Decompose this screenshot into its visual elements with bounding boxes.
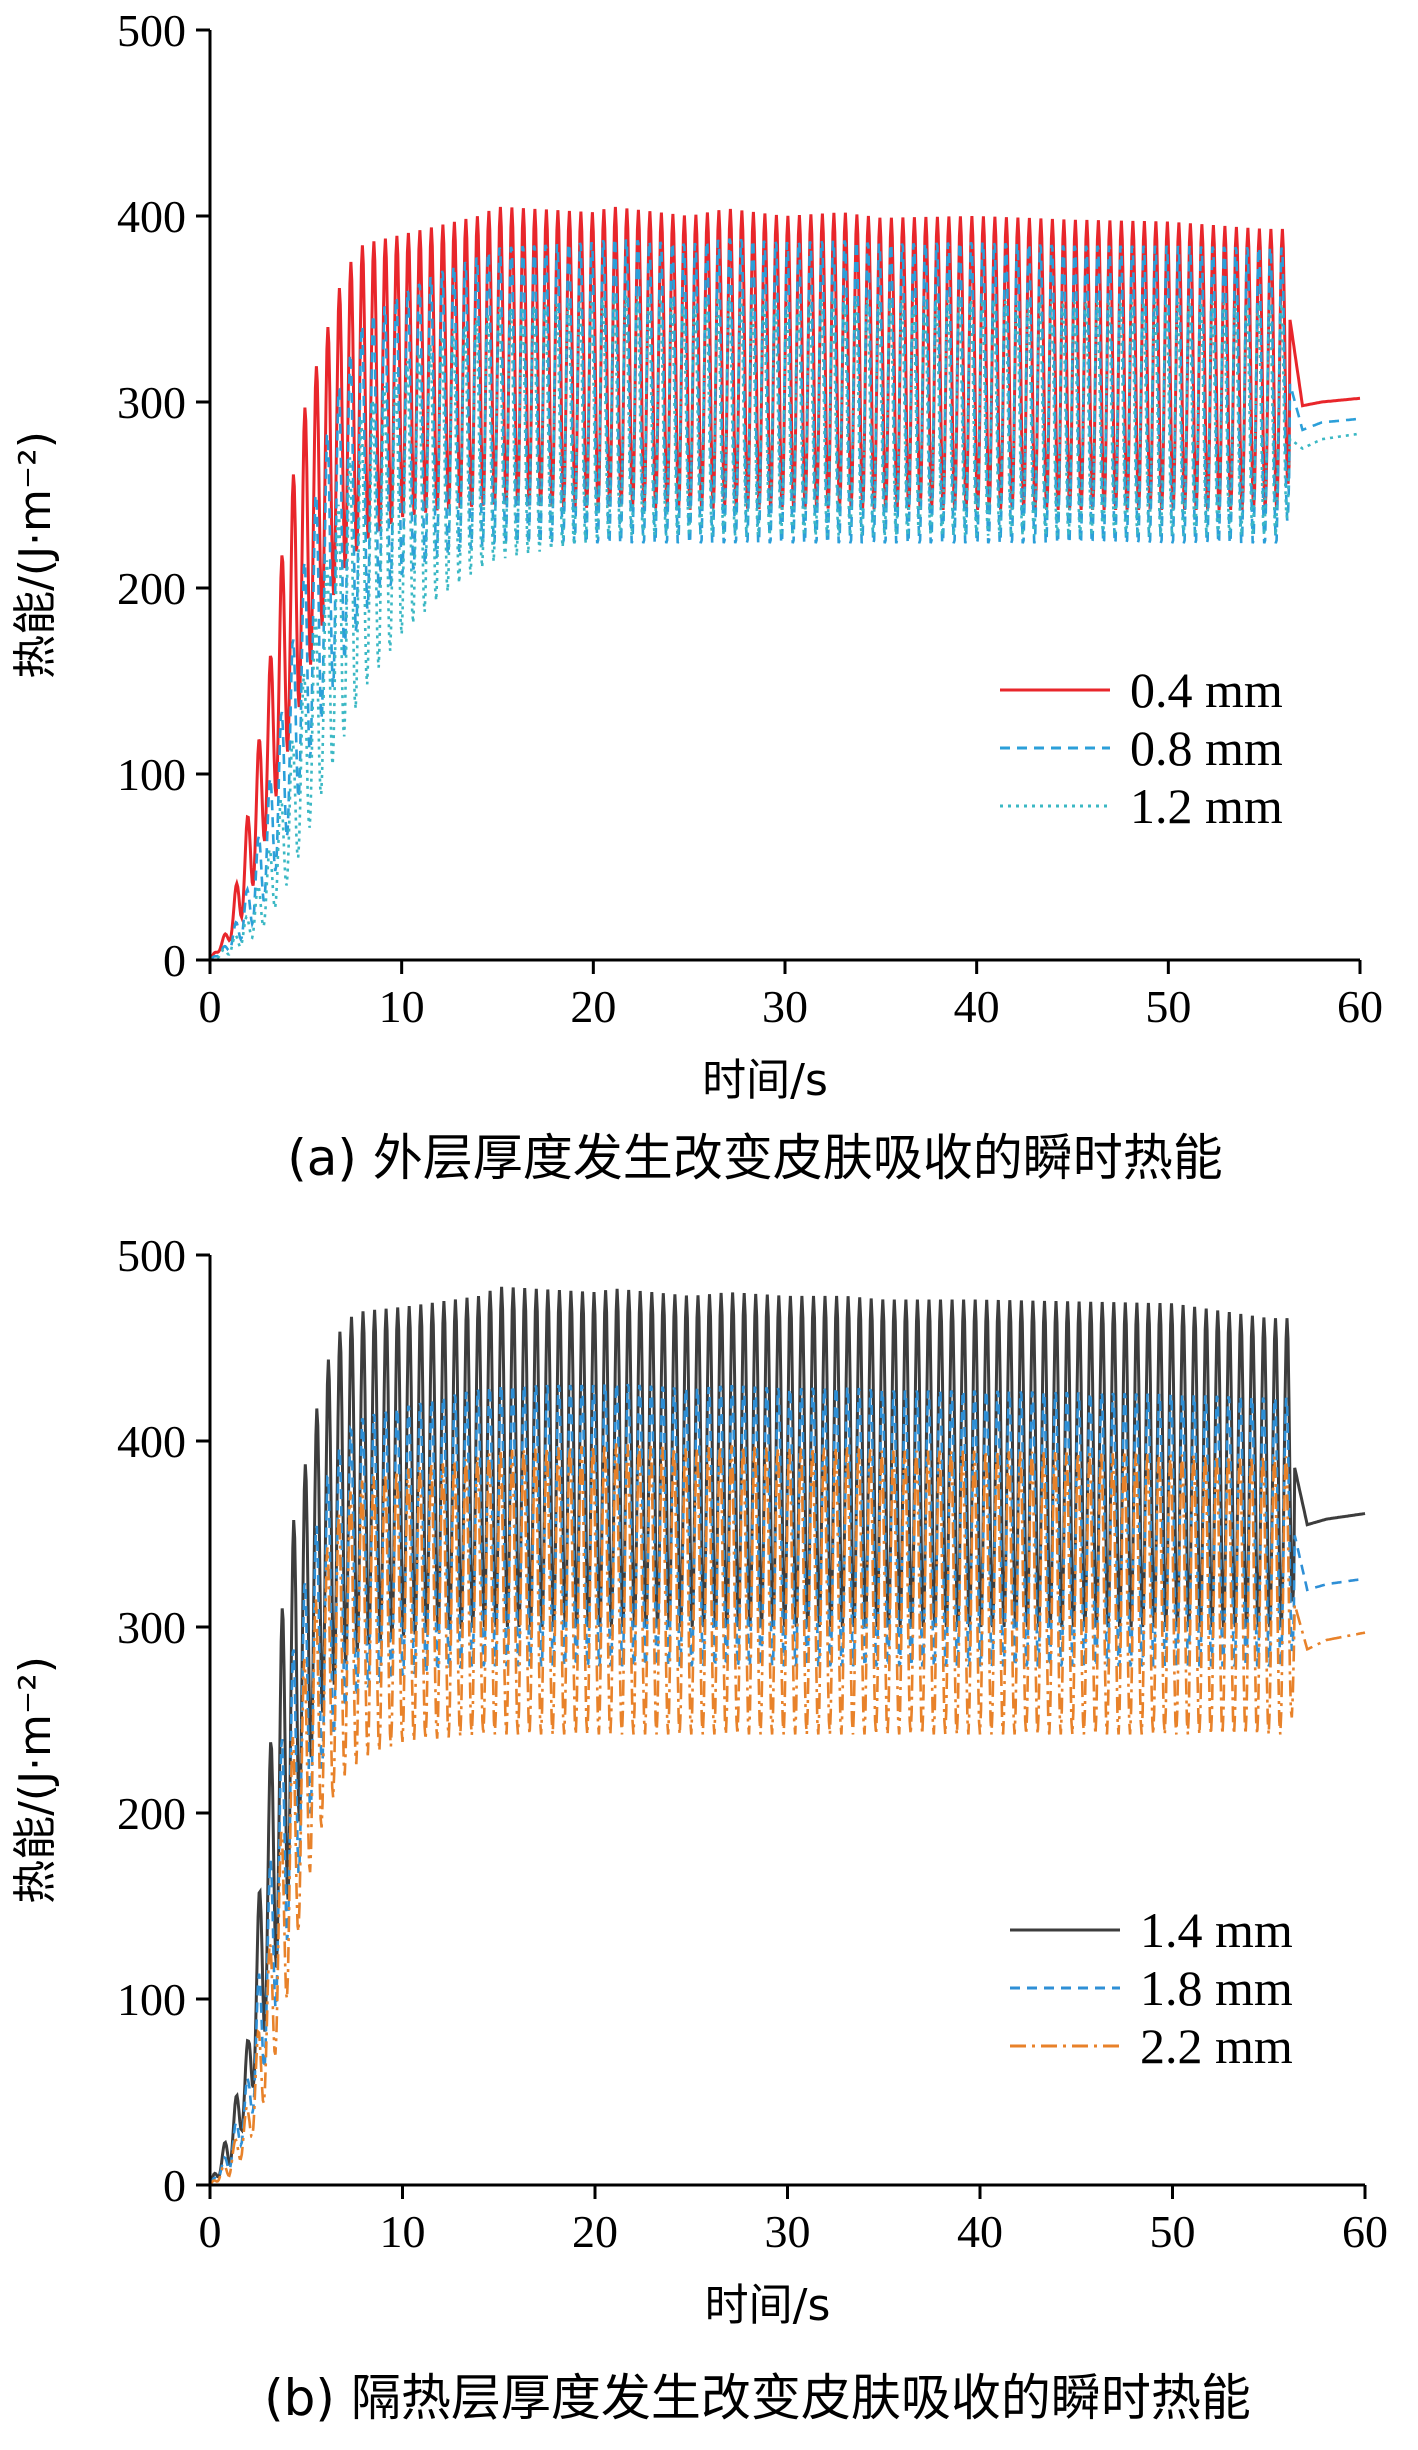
figure-caption: (a) 外层厚度发生改变皮肤吸收的瞬时热能 <box>287 1129 1223 1187</box>
legend-label: 0.8 mm <box>1130 720 1283 776</box>
y-tick-label: 0 <box>163 935 186 986</box>
legend-label: 0.4 mm <box>1130 662 1283 718</box>
x-tick-label: 30 <box>762 981 808 1032</box>
y-tick-label: 400 <box>117 191 186 242</box>
y-axis-title: 热能/(J·m⁻²) <box>10 1656 61 1904</box>
x-tick-label: 50 <box>1150 2206 1196 2257</box>
x-tick-label: 50 <box>1145 981 1191 1032</box>
y-tick-label: 500 <box>117 5 186 56</box>
panel-b: 0 10 20 30 40 50 60 0 100 200 300 400 500 时间/s 热能/(J·m… <box>10 1230 1388 2427</box>
legend-label: 1.4 mm <box>1140 1902 1293 1958</box>
y-tick-label: 300 <box>117 377 186 428</box>
series-line-2_2-mm <box>208 1443 1366 2186</box>
x-tick-label: 30 <box>765 2206 811 2257</box>
y-tick-label: 500 <box>117 1230 186 1281</box>
x-tick-label: 40 <box>954 981 1000 1032</box>
x-tick-label: 10 <box>380 2206 426 2257</box>
y-tick-label: 100 <box>117 1974 186 2025</box>
y-axis-title: 热能/(J·m⁻²) <box>10 431 61 679</box>
panel-a: 0 10 20 30 40 50 60 0 100 200 300 400 500 时间/s 热能/(J·m… <box>10 5 1383 1187</box>
legend-label: 1.2 mm <box>1130 778 1283 834</box>
series-line-0_8-mm <box>209 238 1361 961</box>
x-axis-title: 时间/s <box>702 1055 828 1106</box>
x-tick-label: 20 <box>572 2206 618 2257</box>
x-tick-label: 0 <box>199 981 222 1032</box>
legend-label: 1.8 mm <box>1140 1960 1293 2016</box>
series-line-1_8-mm <box>208 1383 1366 2186</box>
x-tick-label: 20 <box>570 981 616 1032</box>
figure-caption: (b) 隔热层厚度发生改变皮肤吸收的瞬时热能 <box>264 2369 1251 2427</box>
x-tick-label: 40 <box>957 2206 1003 2257</box>
y-tick-label: 100 <box>117 749 186 800</box>
legend-label: 2.2 mm <box>1140 2018 1293 2074</box>
x-tick-label: 10 <box>379 981 425 1032</box>
x-tick-label: 60 <box>1342 2206 1388 2257</box>
x-axis-title: 时间/s <box>705 2280 831 2331</box>
y-tick-label: 200 <box>117 563 186 614</box>
x-tick-label: 0 <box>199 2206 222 2257</box>
y-tick-label: 300 <box>117 1602 186 1653</box>
y-tick-label: 0 <box>163 2160 186 2211</box>
y-tick-label: 200 <box>117 1788 186 1839</box>
x-tick-label: 60 <box>1337 981 1383 1032</box>
y-tick-label: 400 <box>117 1416 186 1467</box>
